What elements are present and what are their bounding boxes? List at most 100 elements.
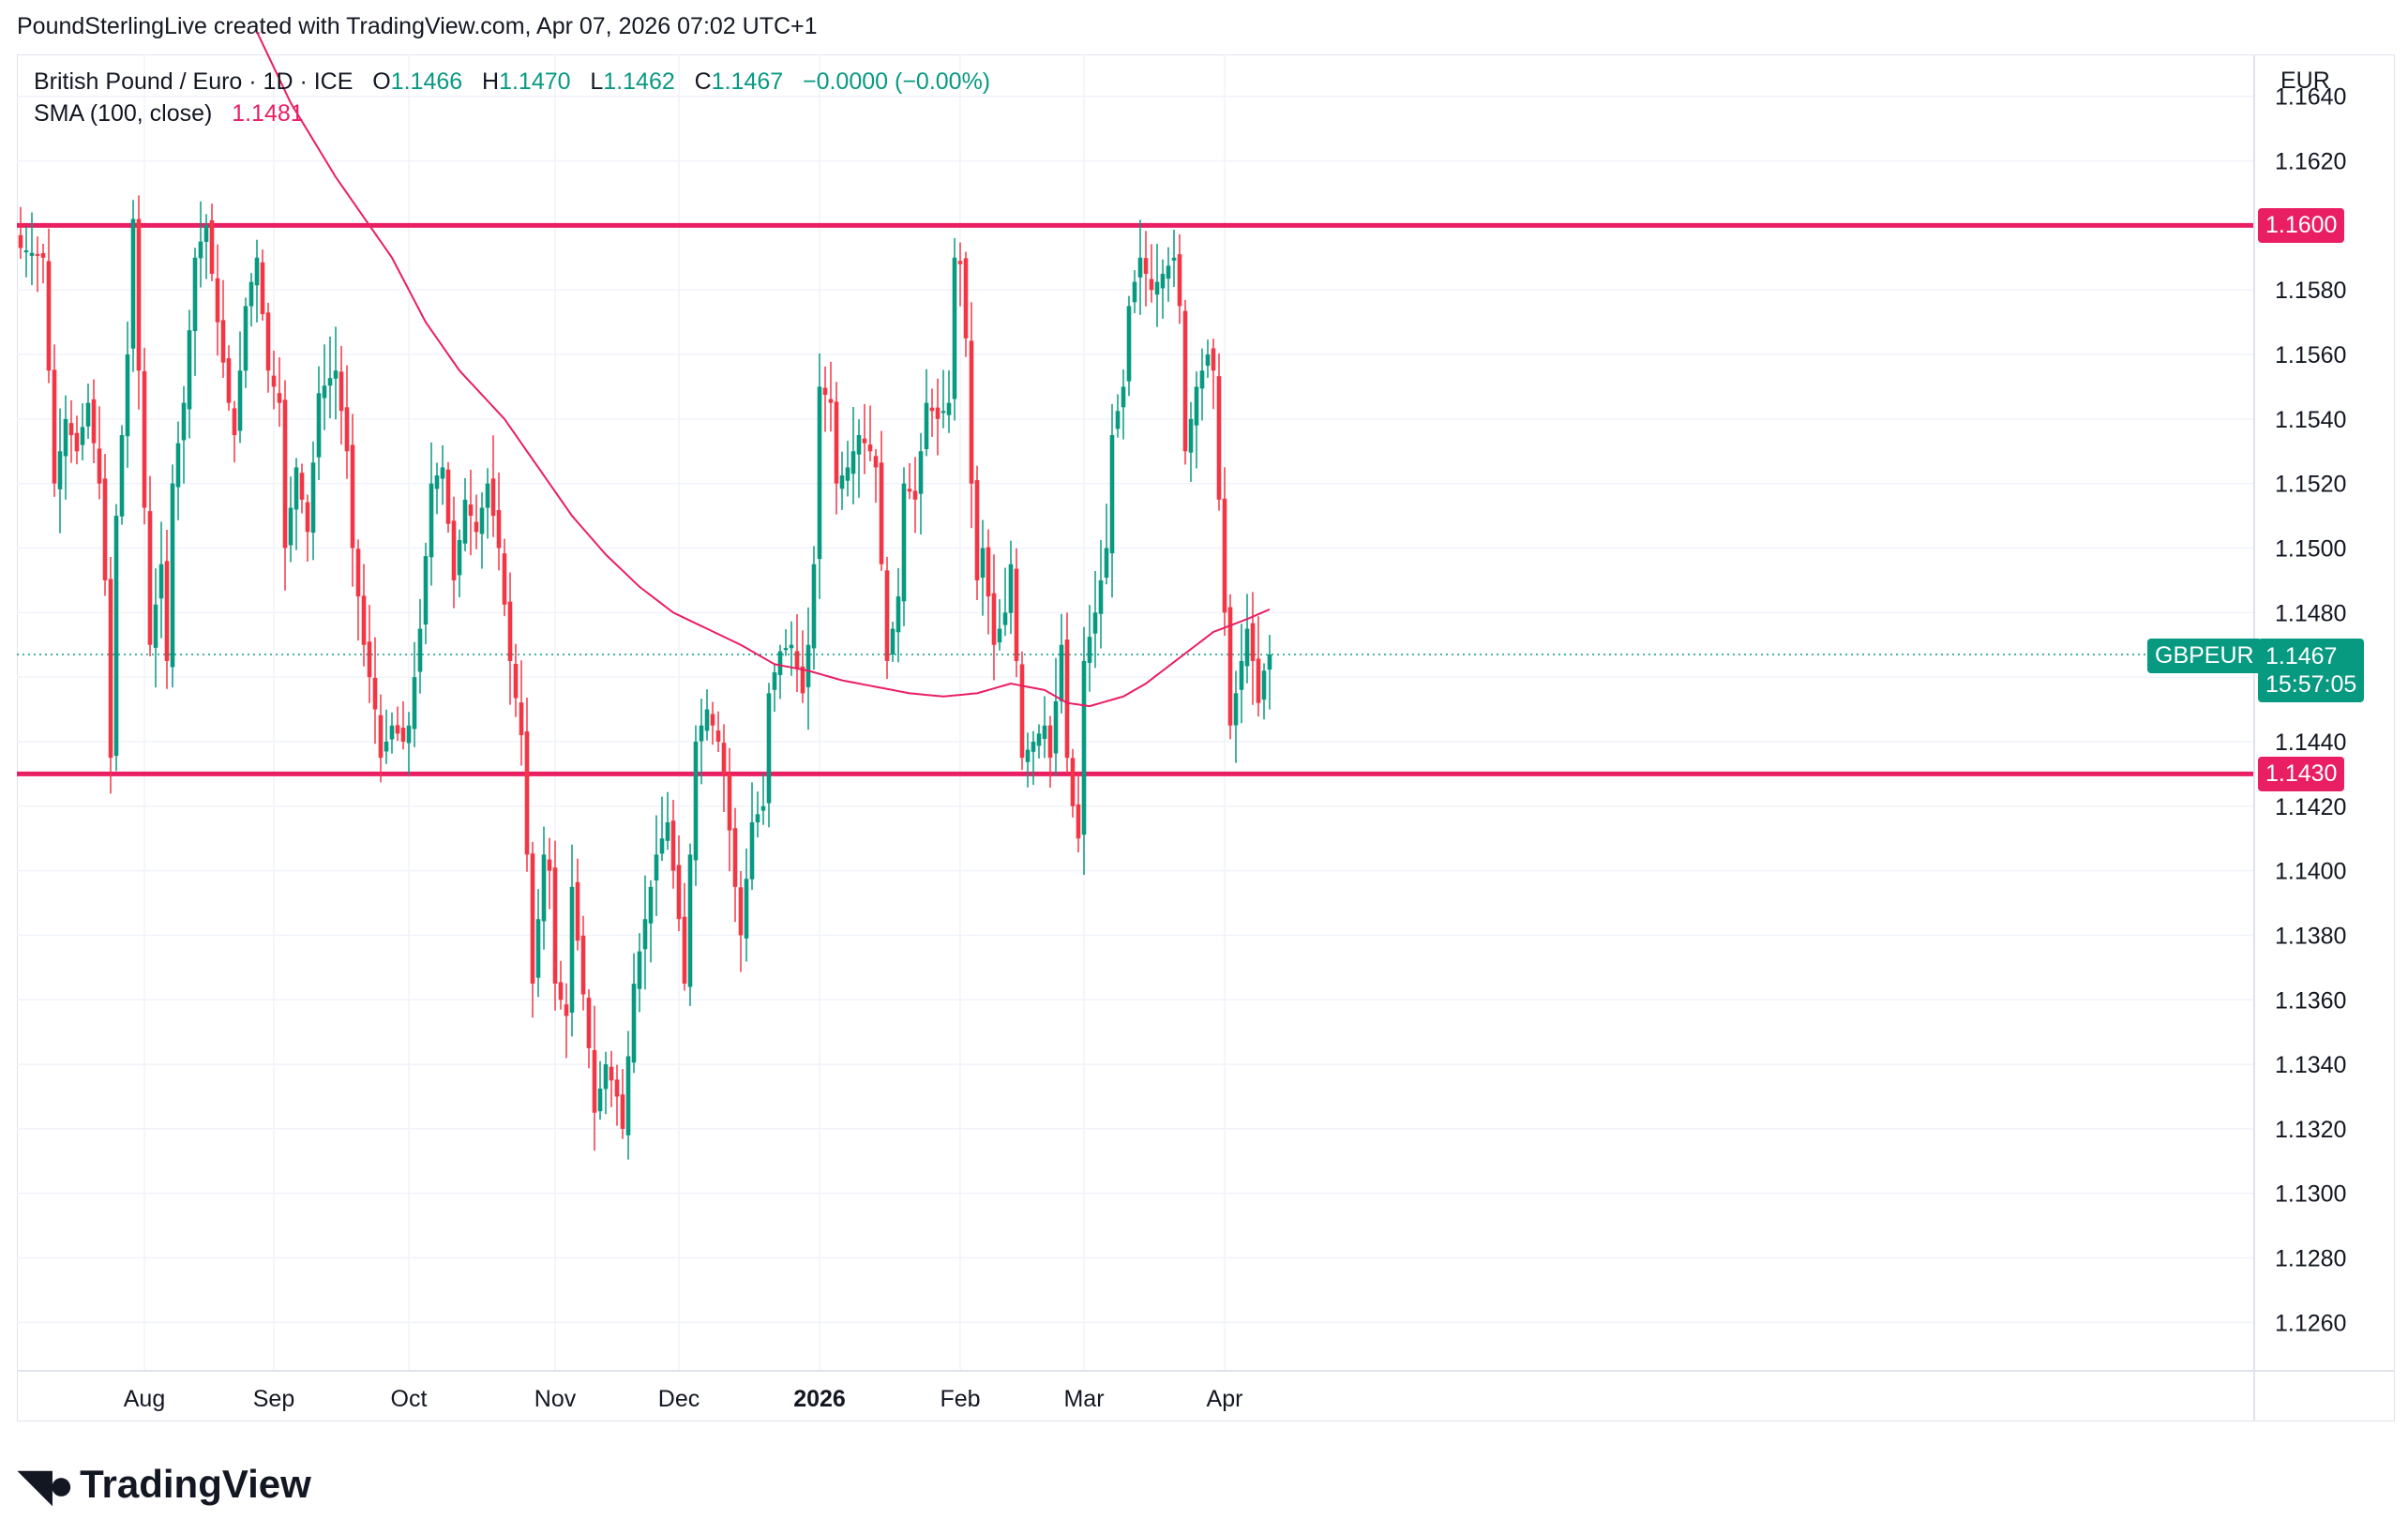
price-tick-label: 1.1640: [2275, 84, 2346, 111]
candle-body: [57, 451, 63, 489]
candle: [429, 442, 434, 586]
candle-body: [136, 218, 142, 371]
candle: [935, 378, 941, 456]
candle: [631, 953, 637, 1074]
candle: [1194, 371, 1199, 469]
candle: [243, 297, 248, 388]
candle-body: [1267, 654, 1272, 670]
candle-body: [23, 250, 29, 253]
candle: [198, 201, 203, 288]
candle: [1177, 233, 1182, 324]
candle: [85, 384, 91, 440]
candle-body: [125, 354, 130, 437]
candle: [884, 556, 890, 679]
candle-body: [35, 253, 40, 256]
candle: [113, 504, 119, 772]
candle-body: [772, 671, 777, 690]
candle: [305, 494, 310, 562]
candle-body: [1081, 660, 1087, 835]
candle: [102, 454, 108, 596]
candle-body: [254, 257, 260, 286]
candle-body: [260, 262, 265, 315]
candle: [648, 880, 654, 963]
candle-body: [884, 570, 890, 661]
price-tick-label: 1.1260: [2275, 1310, 2346, 1336]
candle: [777, 644, 783, 699]
candle-body: [203, 225, 209, 243]
candle-body: [1194, 386, 1199, 426]
date-tick-label: Nov: [534, 1386, 577, 1412]
candle-body: [40, 253, 46, 258]
candle-body: [834, 401, 839, 484]
candle: [519, 660, 524, 766]
candle: [946, 369, 952, 433]
candle-body: [209, 219, 215, 274]
candle-body: [170, 483, 175, 668]
date-tick-label: 2026: [793, 1386, 846, 1412]
candle-body: [1109, 435, 1115, 554]
price-tick-label: 1.1300: [2275, 1181, 2346, 1208]
candle-body: [344, 407, 350, 452]
candle: [1233, 670, 1239, 763]
candle-body: [153, 604, 158, 648]
candle-body: [322, 385, 327, 399]
candle-body: [794, 651, 800, 669]
candle-body: [175, 443, 181, 488]
candle: [1002, 567, 1008, 637]
candle-body: [592, 1049, 597, 1113]
brand-name: TradingView: [80, 1462, 311, 1506]
candle: [457, 529, 462, 598]
price-tick-label: 1.1420: [2275, 794, 2346, 820]
candle: [1211, 338, 1216, 410]
sma-value: 1.1481: [232, 100, 304, 127]
candle-body: [924, 402, 929, 449]
candle-body: [704, 709, 710, 731]
candle: [969, 302, 974, 529]
candle-body: [1211, 348, 1216, 371]
candle-body: [715, 730, 721, 742]
candle-body: [187, 330, 192, 410]
candle-body: [181, 402, 187, 441]
candle-body: [220, 320, 226, 363]
price-tick-label: 1.1540: [2275, 407, 2346, 433]
candle: [732, 807, 738, 923]
candle: [125, 322, 130, 468]
candle: [1042, 696, 1047, 759]
candle: [918, 432, 924, 535]
candle-body: [130, 218, 136, 349]
candle-body: [1166, 265, 1171, 279]
candle: [642, 875, 648, 990]
candle: [744, 848, 749, 962]
candle: [80, 403, 85, 461]
candle-body: [80, 427, 85, 445]
candle: [192, 248, 198, 376]
candle-body: [1115, 411, 1121, 429]
candle-body: [682, 916, 687, 985]
candle: [1059, 613, 1064, 714]
candle: [91, 379, 97, 463]
date-tick-label: Oct: [391, 1386, 428, 1412]
candle-body: [895, 596, 901, 633]
candle-body: [980, 548, 986, 579]
candle-body: [1261, 670, 1267, 700]
candle-body: [811, 564, 817, 649]
candle: [535, 889, 541, 998]
candle-body: [232, 408, 237, 436]
candle: [867, 405, 873, 462]
candle: [625, 1030, 631, 1160]
candle-body: [845, 467, 850, 481]
candle-body: [822, 387, 828, 396]
candle: [670, 800, 676, 889]
candle: [1053, 657, 1059, 776]
candle: [597, 1060, 603, 1120]
candle: [395, 706, 400, 742]
candle-body: [755, 814, 760, 823]
candle: [367, 605, 372, 703]
candle-body: [986, 547, 991, 597]
candle: [693, 725, 699, 886]
tradingview-logo[interactable]: ◥● TradingView: [19, 1459, 311, 1510]
candle-body: [1216, 376, 1222, 500]
grid: [17, 54, 2254, 1371]
candle: [710, 701, 715, 745]
